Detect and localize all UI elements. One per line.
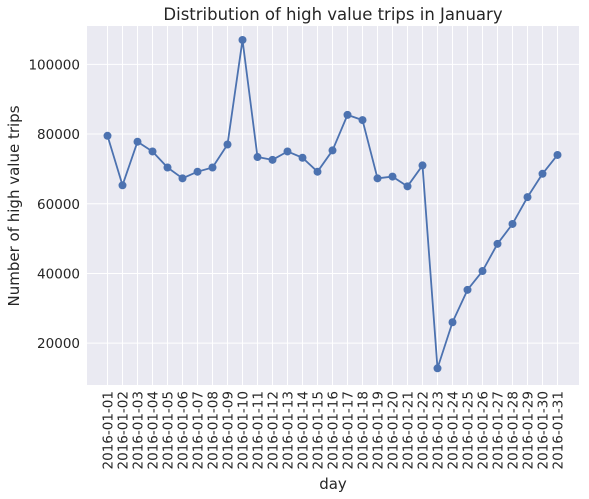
x-tick-label: 2016-01-30: [536, 391, 552, 469]
x-tick-label: 2016-01-28: [506, 391, 522, 469]
data-point: [253, 153, 262, 162]
data-point: [193, 167, 202, 176]
data-point: [478, 267, 487, 276]
data-point: [388, 172, 397, 181]
data-point: [463, 285, 472, 294]
data-point: [508, 219, 517, 228]
x-tick-label: 2016-01-23: [431, 391, 447, 469]
x-tick-label: 2016-01-26: [476, 391, 492, 469]
x-tick-label: 2016-01-22: [416, 391, 432, 469]
y-tick-label: 60000: [37, 197, 80, 213]
x-axis-label: day: [319, 475, 347, 493]
x-tick-label: 2016-01-16: [326, 391, 342, 469]
y-tick-labels: 20000 40000 60000 80000 100000: [28, 57, 80, 352]
data-point: [538, 169, 547, 178]
x-tick-label: 2016-01-10: [236, 391, 252, 469]
data-point: [238, 35, 247, 44]
x-tick-label: 2016-01-12: [266, 391, 282, 469]
data-point: [148, 147, 157, 156]
x-tick-labels: 2016-01-01 2016-01-02 2016-01-03 2016-01-04…: [101, 391, 567, 469]
data-point: [223, 140, 232, 149]
y-tick-label: 40000: [37, 266, 80, 282]
grid-lines: [87, 26, 579, 385]
y-axis-label: Number of high value trips: [5, 105, 23, 306]
data-point: [313, 167, 322, 176]
data-point: [448, 318, 457, 327]
series-layer: [103, 35, 562, 373]
data-point: [268, 155, 277, 164]
x-tick-label: 2016-01-15: [311, 391, 327, 469]
x-tick-label: 2016-01-13: [281, 391, 297, 469]
x-tick-label: 2016-01-27: [491, 391, 507, 469]
x-tick-label: 2016-01-14: [296, 391, 312, 469]
x-tick-label: 2016-01-17: [341, 391, 357, 469]
x-tick-label: 2016-01-02: [116, 391, 132, 469]
x-tick-label: 2016-01-06: [176, 391, 192, 469]
x-tick-label: 2016-01-31: [551, 391, 567, 469]
data-point: [133, 137, 142, 146]
data-point: [178, 174, 187, 183]
x-tick-label: 2016-01-05: [161, 391, 177, 469]
x-tick-label: 2016-01-11: [251, 391, 267, 469]
data-point: [118, 181, 127, 190]
x-tick-label: 2016-01-21: [401, 391, 417, 469]
data-point: [103, 131, 112, 140]
x-tick-label: 2016-01-08: [206, 391, 222, 469]
data-point: [163, 163, 172, 172]
x-tick-label: 2016-01-03: [131, 391, 147, 469]
x-tick-label: 2016-01-01: [101, 391, 117, 469]
x-tick-label: 2016-01-24: [446, 391, 462, 469]
x-tick-label: 2016-01-07: [191, 391, 207, 469]
x-tick-label: 2016-01-25: [461, 391, 477, 469]
x-tick-label: 2016-01-18: [356, 391, 372, 469]
x-tick-label: 2016-01-19: [371, 391, 387, 469]
x-tick-label: 2016-01-09: [221, 391, 237, 469]
y-tick-label: 80000: [37, 127, 80, 143]
data-point: [298, 153, 307, 162]
data-point: [358, 116, 367, 125]
x-tick-label: 2016-01-29: [521, 391, 537, 469]
data-point: [373, 174, 382, 183]
data-point: [403, 182, 412, 191]
x-tick-label: 2016-01-20: [386, 391, 402, 469]
data-point: [523, 193, 532, 202]
data-point: [418, 161, 427, 170]
data-point: [343, 110, 352, 119]
data-point: [433, 364, 442, 373]
x-tick-label: 2016-01-04: [146, 391, 162, 469]
data-point: [283, 147, 292, 156]
data-point: [208, 163, 217, 172]
data-point: [328, 146, 337, 155]
data-point: [553, 150, 562, 159]
chart-title: Distribution of high value trips in Janu…: [163, 5, 502, 24]
data-point: [493, 239, 502, 248]
y-tick-label: 100000: [28, 57, 80, 73]
y-tick-label: 20000: [37, 336, 80, 352]
